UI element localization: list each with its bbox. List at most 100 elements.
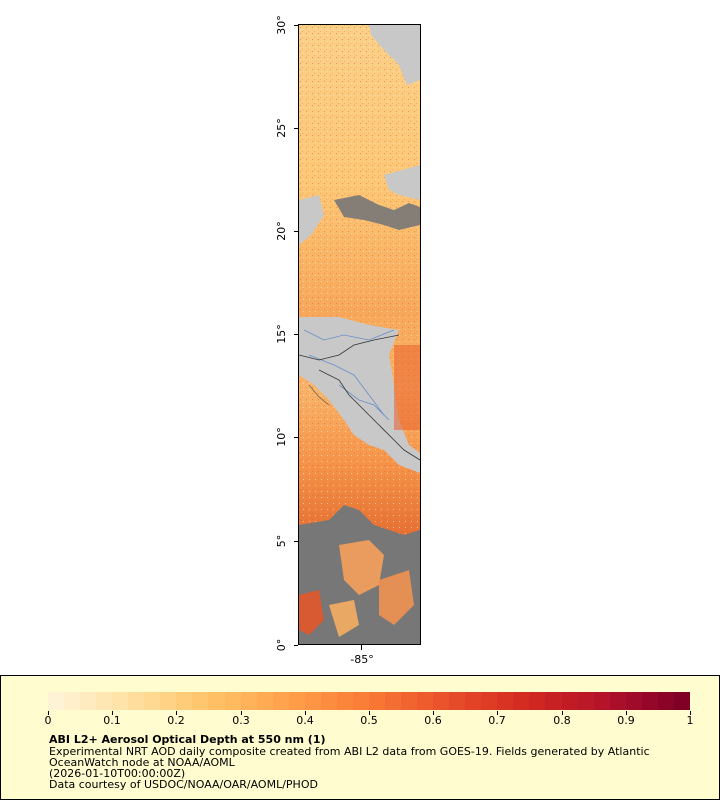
aod-patch-south-3 [299, 590, 324, 635]
colorbar-swatch [192, 692, 209, 710]
colorbar-swatch [513, 692, 530, 710]
lat-label-20: 20° [275, 221, 288, 241]
colorbar-swatch [417, 692, 434, 710]
no-data-patch-1 [334, 195, 420, 230]
colorbar-swatch [240, 692, 257, 710]
aod-patch-south-4 [329, 600, 359, 637]
lat-label-30: 30° [275, 15, 288, 35]
legend-credit: Data courtesy of USDOC/NOAA/OAR/AOML/PHO… [49, 778, 318, 791]
colorbar-tick [562, 711, 563, 715]
colorbar-swatch [481, 692, 498, 710]
colorbar-swatch [64, 692, 81, 710]
legend-title: ABI L2+ Aerosol Optical Depth at 550 nm … [49, 733, 326, 746]
colorbar-swatch [336, 692, 353, 710]
colorbar-swatch [673, 692, 690, 710]
colorbar-swatch [304, 692, 321, 710]
colorbar-swatch [401, 692, 418, 710]
colorbar-swatch [176, 692, 193, 710]
colorbar-swatch [433, 692, 450, 710]
border-1 [299, 334, 400, 361]
colorbar-swatch [465, 692, 482, 710]
colorbar-swatch [449, 692, 466, 710]
colorbar-swatch [112, 692, 129, 710]
colorbar-tick [690, 711, 691, 715]
lat-tick-15 [294, 334, 298, 335]
colorbar-swatch [128, 692, 145, 710]
colorbar-label: 0.9 [617, 714, 635, 727]
river-1 [303, 329, 395, 341]
lat-tick-30 [294, 25, 298, 26]
land-north [369, 25, 420, 85]
lat-tick-20 [294, 231, 298, 232]
lat-tick-5 [294, 541, 298, 542]
colorbar-label: 0.2 [167, 714, 185, 727]
river-3 [338, 384, 390, 421]
aod-patch-south-1 [339, 540, 384, 595]
border-2 [318, 369, 420, 461]
colorbar-label: 0.1 [103, 714, 121, 727]
colorbar-swatch [529, 692, 546, 710]
colorbar-swatch [272, 692, 289, 710]
colorbar-swatch [80, 692, 97, 710]
colorbar-swatch [288, 692, 305, 710]
land-yucatan [299, 195, 324, 245]
lat-tick-25 [294, 128, 298, 129]
border-3 [308, 384, 330, 406]
legend-date: (2026-01-10T00:00:00Z) [49, 767, 186, 780]
lat-tick-10 [294, 437, 298, 438]
colorbar-label: 0.8 [553, 714, 571, 727]
land-central-america [299, 317, 420, 473]
colorbar [48, 692, 690, 710]
colorbar-swatch [641, 692, 658, 710]
colorbar-swatch [625, 692, 642, 710]
high-aod-band [394, 345, 420, 430]
aod-speckle [299, 25, 420, 545]
colorbar-swatch [224, 692, 241, 710]
colorbar-swatch [256, 692, 273, 710]
colorbar-tick [369, 711, 370, 715]
colorbar-tick [305, 711, 306, 715]
lat-label-0: 0° [275, 638, 288, 652]
colorbar-swatch [545, 692, 562, 710]
river-2 [308, 354, 385, 416]
colorbar-tick [433, 711, 434, 715]
colorbar-label: 0.5 [360, 714, 378, 727]
legend-description-2: OceanWatch node at NOAA/AOML [49, 756, 235, 769]
legend-description: Experimental NRT AOD daily composite cre… [49, 745, 650, 758]
lon-label: -85° [350, 653, 374, 666]
colorbar-swatch [96, 692, 113, 710]
colorbar-label: 0 [44, 714, 52, 727]
legend-panel: ABI L2+ Aerosol Optical Depth at 550 nm … [0, 675, 720, 800]
colorbar-swatch [48, 692, 65, 710]
lat-tick-0 [294, 645, 298, 646]
lat-label-10: 10° [275, 427, 288, 447]
colorbar-tick [626, 711, 627, 715]
aod-map [298, 24, 421, 645]
colorbar-swatch [320, 692, 337, 710]
colorbar-tick [112, 711, 113, 715]
colorbar-swatch [352, 692, 369, 710]
land-cuba [384, 165, 420, 200]
colorbar-swatch [577, 692, 594, 710]
colorbar-label: 0.3 [232, 714, 250, 727]
colorbar-swatch [497, 692, 514, 710]
colorbar-tick [48, 711, 49, 715]
colorbar-swatch [160, 692, 177, 710]
lat-label-25: 25° [275, 118, 288, 138]
colorbar-label: 0.4 [296, 714, 314, 727]
lon-tick [361, 645, 362, 650]
colorbar-swatch [144, 692, 161, 710]
aod-patch-south-2 [379, 570, 414, 625]
colorbar-swatch [368, 692, 385, 710]
lat-label-15: 15° [275, 324, 288, 344]
colorbar-tick [176, 711, 177, 715]
colorbar-label: 0.6 [424, 714, 442, 727]
colorbar-label: 1 [686, 714, 694, 727]
colorbar-swatch [208, 692, 225, 710]
colorbar-label: 0.7 [488, 714, 506, 727]
colorbar-swatch [561, 692, 578, 710]
map-svg [299, 25, 420, 644]
colorbar-swatch [384, 692, 402, 710]
colorbar-swatch [609, 692, 626, 710]
colorbar-tick [241, 711, 242, 715]
